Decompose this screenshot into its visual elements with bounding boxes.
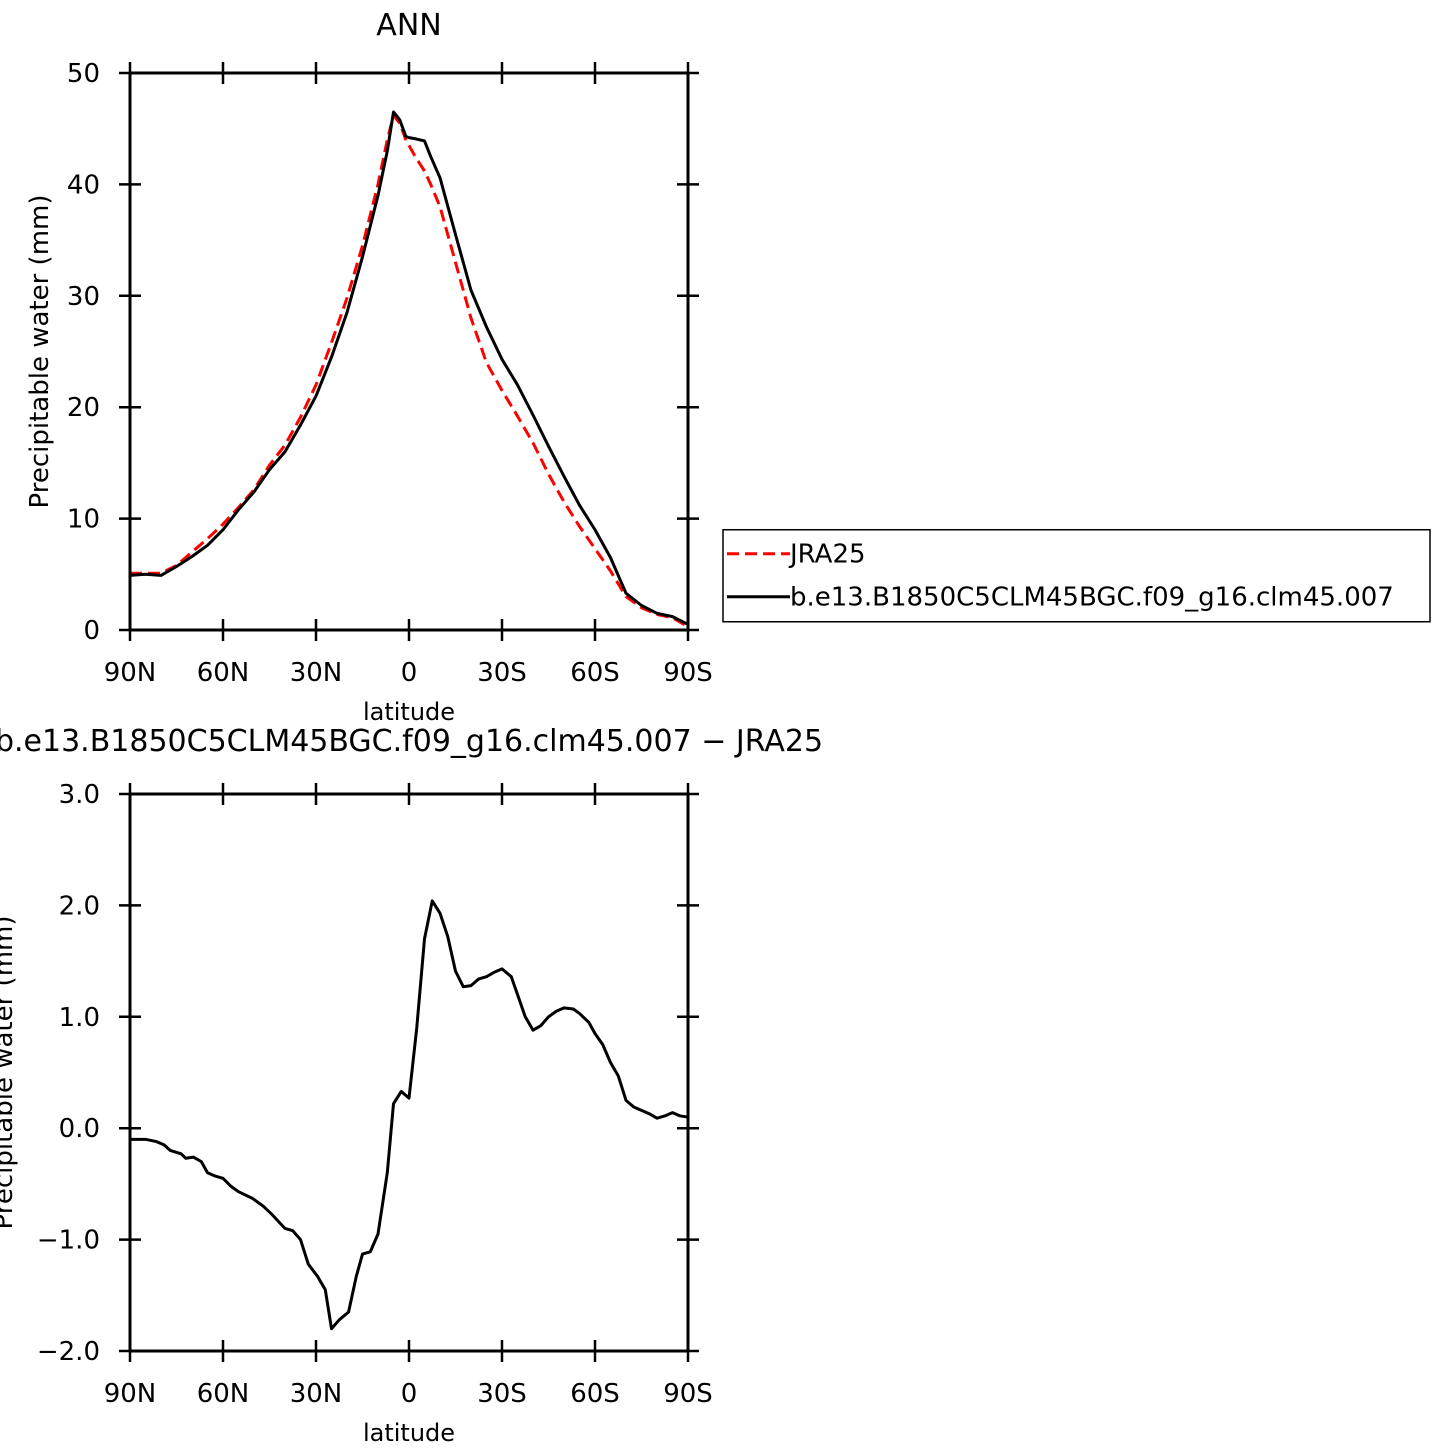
x-tick-label: 60S	[570, 1379, 620, 1409]
x-tick-label: 30N	[290, 658, 343, 688]
y-tick-label: 1.0	[59, 1003, 100, 1033]
x-tick-label: 90N	[104, 1379, 157, 1409]
x-axis-label: latitude	[363, 698, 455, 726]
y-tick-label: −1.0	[37, 1226, 100, 1256]
x-tick-label: 90N	[104, 658, 157, 688]
data-line	[129, 110, 689, 626]
x-tick-label: 0	[401, 1379, 418, 1409]
y-tick-label: 0	[83, 616, 100, 646]
plot-frame	[128, 792, 690, 1353]
x-tick-label: 30N	[290, 1379, 343, 1409]
x-tick-label: 90S	[663, 658, 713, 688]
data-line	[130, 113, 689, 628]
y-tick-label: 3.0	[59, 780, 100, 810]
y-tick-label: 10	[67, 505, 100, 535]
legend-label: b.e13.B1850C5CLM45BGC.f09_g16.clm45.007	[790, 583, 1394, 613]
chart-title: ANN	[376, 8, 441, 43]
y-tick-label: 0.0	[59, 1114, 100, 1144]
legend: JRA25 b.e13.B1850C5CLM45BGC.f09_g16.clm45…	[722, 528, 1431, 623]
x-tick-label: 30S	[477, 1379, 527, 1409]
chart-title: b.e13.B1850C5CLM45BGC.f09_g16.clm45.007 …	[0, 724, 823, 759]
y-axis-label: Precipitable water (mm)	[25, 195, 55, 509]
y-axis-label: Precipitable water (mm)	[0, 916, 19, 1230]
legend-label: JRA25	[788, 540, 866, 570]
x-axis-label: latitude	[363, 1419, 455, 1447]
y-tick-label: −2.0	[37, 1337, 100, 1367]
x-tick-label: 60N	[197, 1379, 250, 1409]
legend-box	[722, 528, 1431, 623]
y-tick-label: 40	[67, 170, 100, 200]
x-tick-label: 30S	[477, 658, 527, 688]
data-line	[130, 899, 689, 1331]
y-tick-label: 30	[67, 282, 100, 312]
x-tick-label: 90S	[663, 1379, 713, 1409]
y-tick-label: 50	[67, 59, 100, 89]
y-tick-label: 2.0	[59, 891, 100, 921]
x-tick-label: 60N	[197, 658, 250, 688]
x-tick-label: 0	[401, 658, 418, 688]
y-tick-label: 20	[67, 393, 100, 423]
x-tick-label: 60S	[570, 658, 620, 688]
